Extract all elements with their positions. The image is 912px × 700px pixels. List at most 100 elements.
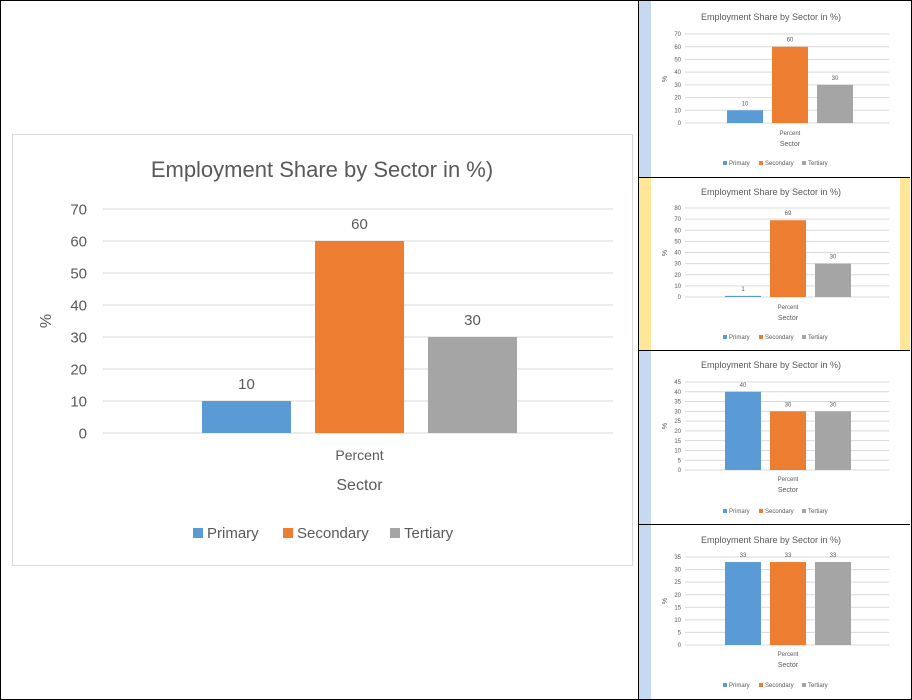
bar-primary bbox=[725, 295, 761, 297]
y-tick-label: 50 bbox=[674, 58, 681, 64]
thumbnail-left-stripe bbox=[639, 1, 651, 177]
bar-primary bbox=[725, 562, 761, 645]
legend-swatch-primary bbox=[723, 335, 727, 339]
bar-secondary bbox=[770, 411, 806, 470]
data-label-tertiary: 30 bbox=[832, 76, 839, 82]
y-tick-label: 10 bbox=[70, 393, 87, 410]
legend-label-tertiary: Tertiary bbox=[808, 335, 828, 341]
y-tick-label: 0 bbox=[678, 121, 682, 127]
thumbnail-left-stripe bbox=[639, 525, 651, 699]
y-tick-label: 35 bbox=[674, 555, 681, 561]
y-tick-label: 15 bbox=[674, 605, 681, 611]
bar-primary bbox=[202, 401, 291, 433]
bar-tertiary bbox=[817, 84, 853, 123]
y-tick-label: 70 bbox=[674, 32, 681, 38]
x-category-label: Percent bbox=[778, 652, 799, 658]
chart-title: Employment Share by Sector in %) bbox=[151, 157, 493, 182]
thumbnail-2-chart: Employment Share by Sector in %) 0 10 20 30 4… bbox=[662, 187, 889, 341]
y-tick-label: 5 bbox=[678, 631, 682, 637]
legend-label-tertiary: Tertiary bbox=[808, 509, 828, 515]
data-label-primary: 33 bbox=[740, 553, 747, 559]
slide-thumbnail-2[interactable]: Employment Share by Sector in %) 0 10 20 30 4… bbox=[639, 178, 910, 351]
y-tick-label: 60 bbox=[674, 45, 681, 51]
bar-primary bbox=[725, 391, 761, 470]
y-tick-label: 10 bbox=[674, 284, 681, 290]
y-axis-label: % bbox=[38, 314, 55, 328]
bar-tertiary bbox=[815, 411, 851, 470]
bar-secondary bbox=[770, 562, 806, 645]
main-bar-chart: Employment Share by Sector in %) 0 10 20 30 4… bbox=[38, 157, 613, 542]
y-tick-label: 30 bbox=[674, 83, 681, 89]
y-tick-label: 10 bbox=[674, 618, 681, 624]
y-tick-label: 70 bbox=[674, 217, 681, 223]
data-label-secondary: 60 bbox=[787, 38, 794, 44]
legend-swatch-tertiary bbox=[802, 161, 806, 165]
chart-title: Employment Share by Sector in %) bbox=[701, 360, 841, 370]
y-tick-label: 30 bbox=[70, 329, 87, 346]
bar-tertiary bbox=[815, 263, 851, 297]
data-label-tertiary: 30 bbox=[830, 402, 837, 408]
x-category-label: Percent bbox=[780, 131, 801, 137]
y-tick-label: 60 bbox=[674, 228, 681, 234]
y-tick-label: 30 bbox=[674, 262, 681, 268]
data-label-tertiary: 30 bbox=[464, 312, 481, 329]
legend-label-tertiary: Tertiary bbox=[404, 525, 454, 542]
y-axis-label: % bbox=[662, 423, 669, 429]
y-tick-label: 15 bbox=[674, 439, 681, 445]
y-axis-label: % bbox=[662, 598, 669, 604]
legend-label-primary: Primary bbox=[729, 683, 750, 689]
legend-swatch-tertiary bbox=[802, 509, 806, 513]
y-tick-label: 20 bbox=[70, 361, 87, 378]
thumbnail-left-stripe bbox=[639, 178, 651, 350]
legend-swatch-tertiary bbox=[802, 683, 806, 687]
y-tick-label: 20 bbox=[674, 273, 681, 279]
y-tick-label: 30 bbox=[674, 568, 681, 574]
legend-swatch-primary bbox=[723, 683, 727, 687]
data-label-primary: 10 bbox=[238, 376, 255, 393]
y-tick-label: 25 bbox=[674, 419, 681, 425]
thumbnail-right-stripe bbox=[900, 178, 910, 350]
chart-title: Employment Share by Sector in %) bbox=[701, 187, 841, 197]
legend-label-primary: Primary bbox=[729, 509, 750, 515]
legend-label-secondary: Secondary bbox=[297, 525, 369, 542]
y-axis-label: % bbox=[662, 250, 669, 256]
main-slide-panel: Employment Share by Sector in %) 0 10 20 30 4… bbox=[1, 1, 638, 699]
legend-swatch-secondary bbox=[759, 509, 763, 513]
legend-label-secondary: Secondary bbox=[765, 161, 794, 167]
legend-swatch-tertiary bbox=[802, 335, 806, 339]
slide-thumbnail-1[interactable]: Employment Share by Sector in %) 0 10 20 30 4… bbox=[639, 1, 910, 178]
legend-swatch-primary bbox=[193, 528, 203, 538]
thumbnail-right-stripe bbox=[900, 351, 910, 524]
slide-thumbnail-4[interactable]: Employment Share by Sector in %) 0 5 10 15 20… bbox=[639, 525, 910, 699]
legend-swatch-primary bbox=[723, 509, 727, 513]
data-label-primary: 1 bbox=[741, 287, 745, 293]
data-label-secondary: 69 bbox=[785, 211, 792, 217]
y-tick-label: 70 bbox=[70, 201, 87, 218]
y-tick-label: 20 bbox=[674, 593, 681, 599]
main-chart-area[interactable]: Employment Share by Sector in %) 0 10 20 30 4… bbox=[12, 134, 633, 566]
x-axis-label: Sector bbox=[336, 477, 383, 494]
chart-title: Employment Share by Sector in %) bbox=[701, 12, 841, 22]
legend-label-secondary: Secondary bbox=[765, 683, 794, 689]
bar-secondary bbox=[315, 241, 404, 433]
x-axis-label: Sector bbox=[780, 141, 801, 148]
x-axis-label: Sector bbox=[778, 487, 799, 494]
y-tick-label: 30 bbox=[674, 409, 681, 415]
data-label-secondary: 60 bbox=[351, 216, 368, 233]
slide-thumbnail-3[interactable]: Employment Share by Sector in %) 0 5 10 15 20… bbox=[639, 351, 910, 525]
data-label-primary: 40 bbox=[740, 383, 747, 389]
legend-label-primary: Primary bbox=[729, 335, 750, 341]
y-tick-label: 45 bbox=[674, 380, 681, 386]
legend-swatch-tertiary bbox=[390, 528, 400, 538]
legend-swatch-secondary bbox=[759, 161, 763, 165]
y-tick-label: 50 bbox=[674, 239, 681, 245]
y-tick-label: 20 bbox=[674, 429, 681, 435]
chart-title: Employment Share by Sector in %) bbox=[701, 535, 841, 545]
thumbnail-1-chart: Employment Share by Sector in %) 0 10 20 30 4… bbox=[662, 12, 889, 167]
legend-swatch-secondary bbox=[759, 335, 763, 339]
thumbnail-right-stripe bbox=[900, 1, 910, 177]
slide-thumbnail-pane: Employment Share by Sector in %) 0 10 20 30 4… bbox=[638, 1, 910, 699]
y-tick-label: 35 bbox=[674, 400, 681, 406]
data-label-tertiary: 30 bbox=[830, 255, 837, 261]
bar-tertiary bbox=[428, 337, 517, 433]
